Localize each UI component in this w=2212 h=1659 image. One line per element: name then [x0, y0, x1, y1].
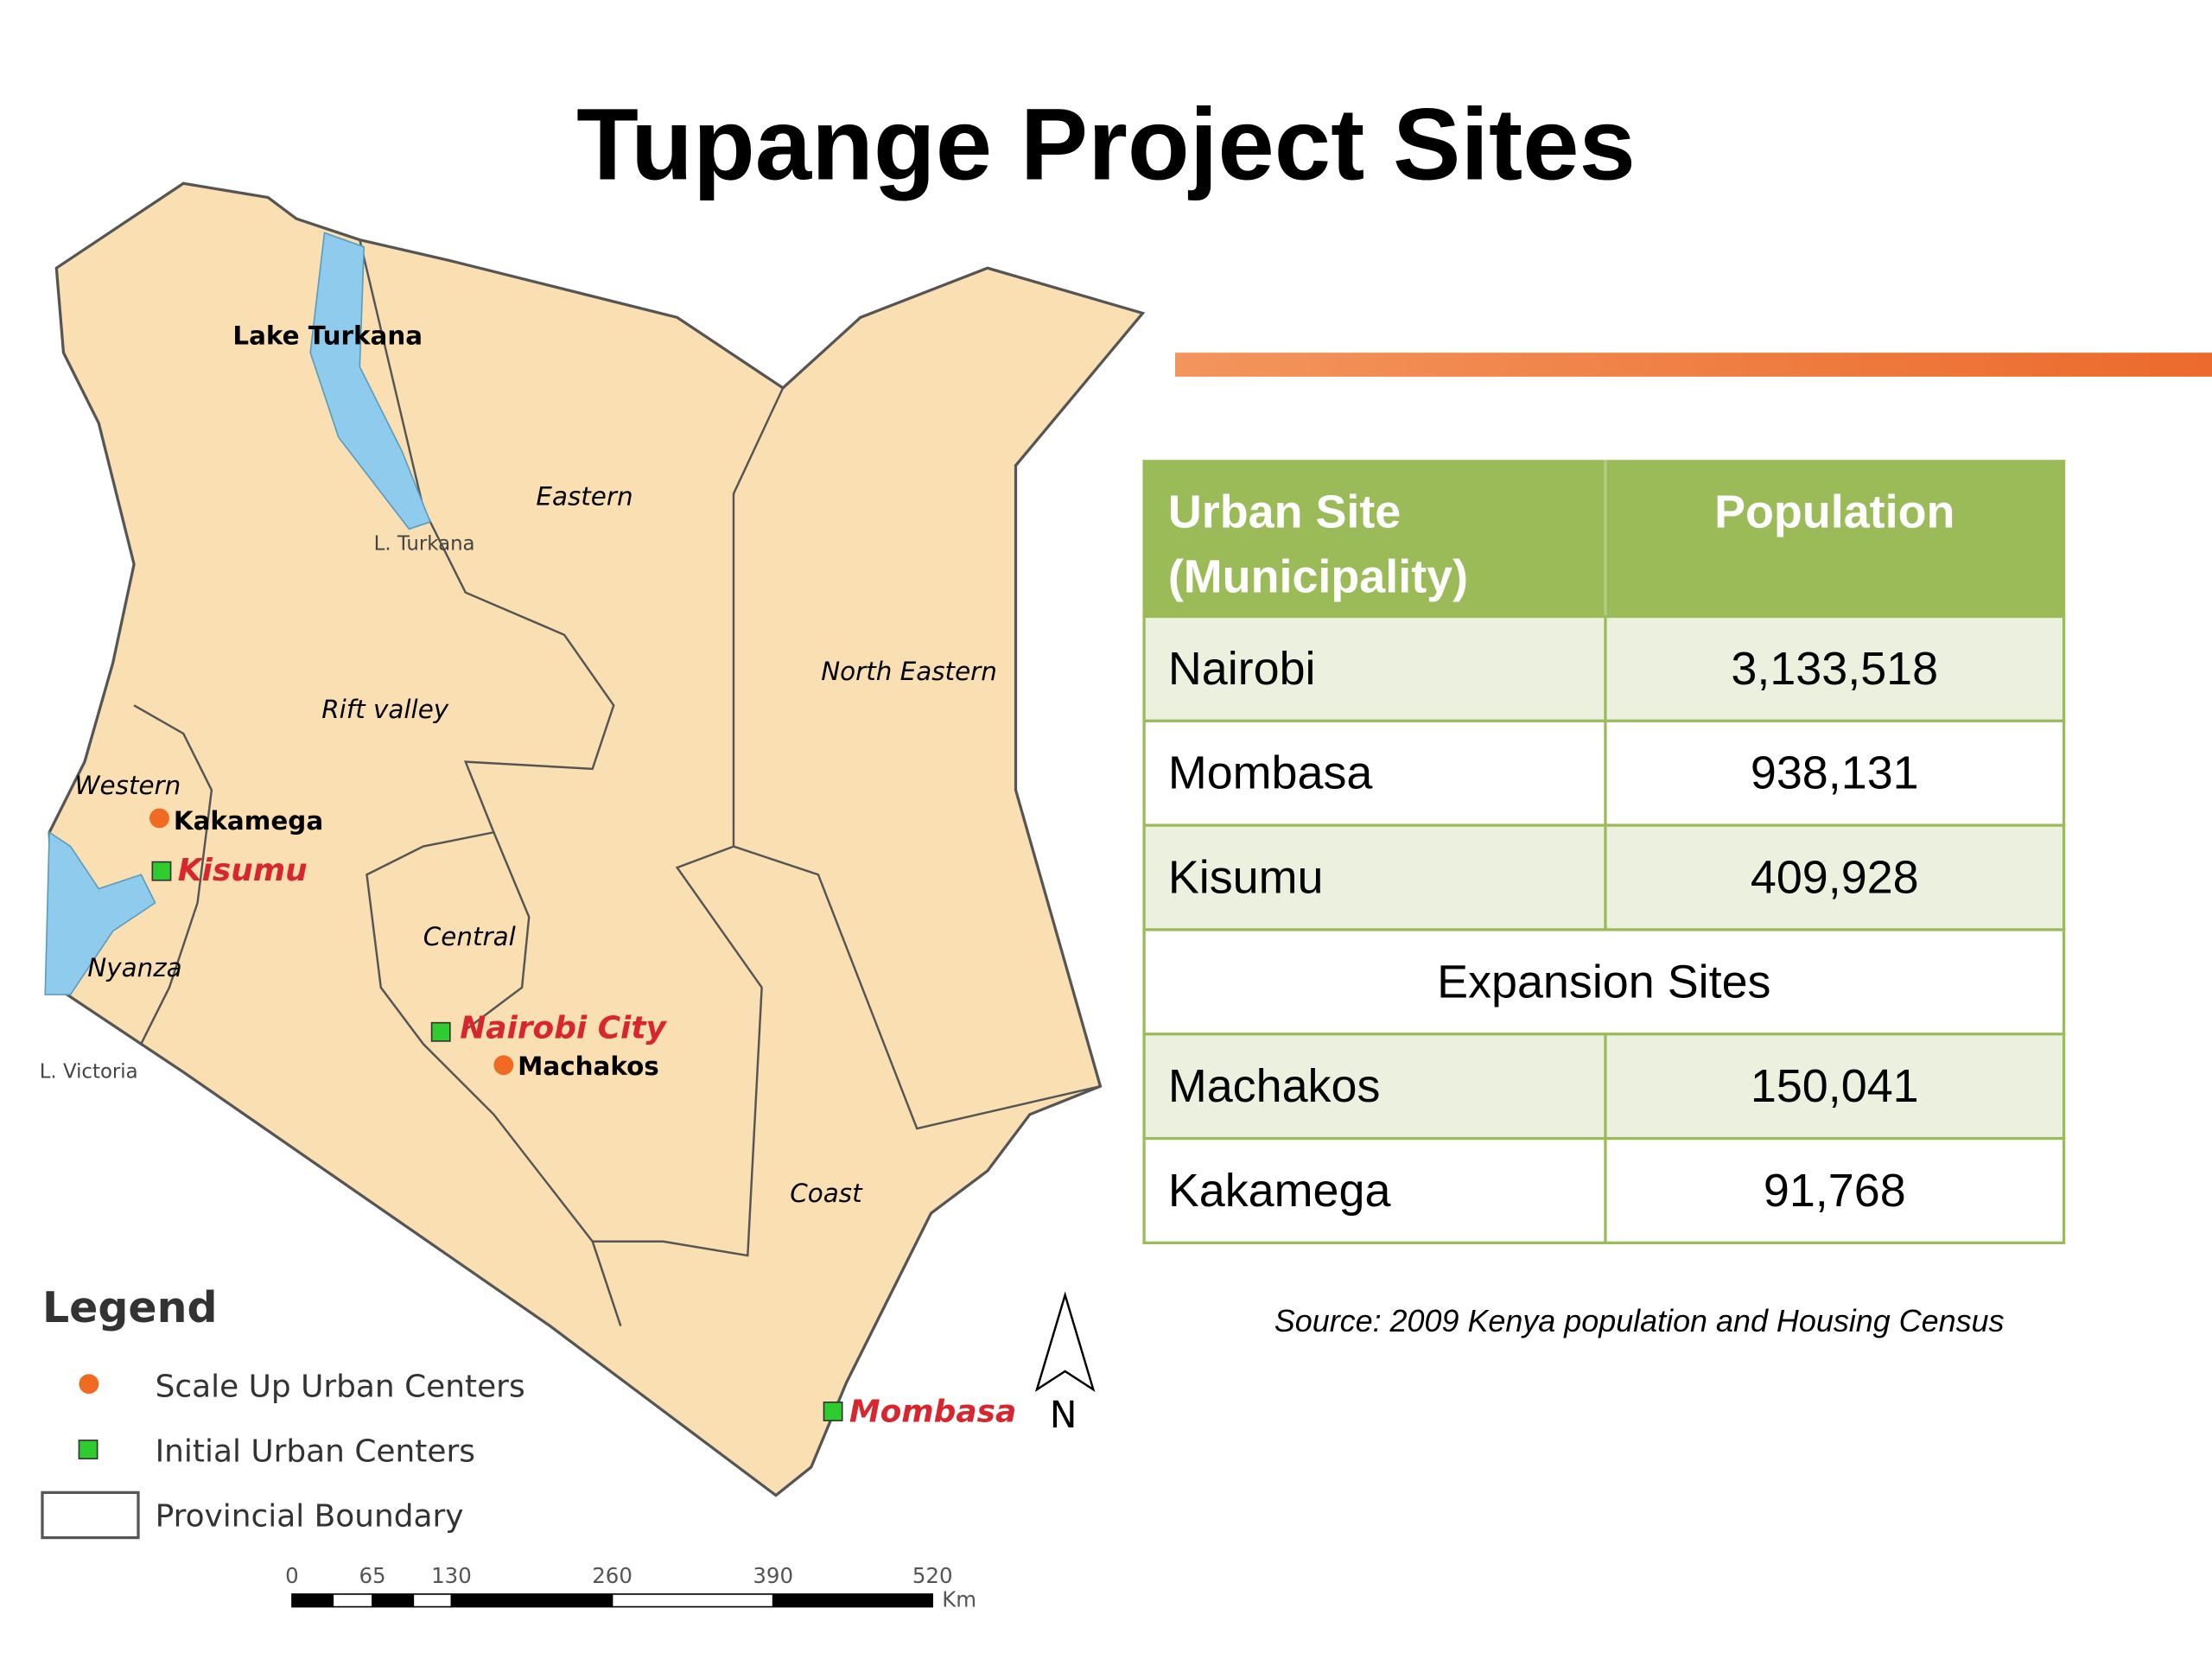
scale-tick: 390 — [753, 1563, 793, 1588]
map-label: Coast — [790, 1179, 863, 1208]
table-cell: Machakos — [1142, 1033, 1607, 1141]
map-label: Mombasa — [849, 1395, 1016, 1430]
map-label: Nairobi City — [460, 1011, 667, 1046]
scale-tick: 130 — [431, 1563, 472, 1588]
scale-tick: 65 — [359, 1563, 385, 1588]
scale-tick: 260 — [592, 1563, 632, 1588]
table-row: Mombasa 938,131 — [1142, 719, 2066, 827]
table-cell: 3,133,518 — [1604, 614, 2066, 722]
accent-bar — [1174, 353, 2212, 377]
map-label: Western — [75, 771, 181, 800]
table-cell: Mombasa — [1142, 719, 1607, 827]
scale-tick: 520 — [912, 1563, 953, 1588]
table-row: Expansion Sites — [1142, 928, 2066, 1036]
province-boundaries — [133, 239, 1101, 1327]
city-marker — [151, 861, 172, 881]
map-label: Lake Turkana — [232, 321, 423, 350]
slide-title: Tupange Project Sites — [576, 88, 1636, 202]
legend-title: Legend — [42, 1283, 218, 1332]
lake-turkana — [309, 232, 432, 531]
population-table: Urban Site (Municipality) Population Nairo… — [1142, 460, 2066, 1244]
map-label: Kisumu — [178, 853, 308, 888]
legend-item: Scale Up Urban Centers — [156, 1369, 525, 1404]
north-label: N — [1050, 1395, 1077, 1437]
legend-symbol — [78, 1440, 99, 1459]
legend-symbol — [79, 1374, 99, 1395]
header-row: Urban Site (Municipality) Population — [1142, 460, 2066, 619]
map-label: Eastern — [536, 481, 632, 511]
map-labels: Lake Turkana L. Turkana Eastern North Ea… — [40, 321, 1017, 1429]
table-cell: 409,928 — [1604, 823, 2066, 931]
scale-tick: 0 — [285, 1563, 299, 1588]
lake-victoria — [44, 830, 156, 995]
table-cell: 938,131 — [1604, 719, 2066, 827]
city-marker — [149, 808, 169, 829]
table-row: Kakamega 91,768 — [1142, 1136, 2066, 1244]
legend-item: Initial Urban Centers — [156, 1433, 475, 1469]
table-cell: 150,041 — [1604, 1033, 2066, 1141]
table-cell: Expansion Sites — [1142, 928, 2066, 1036]
source-note: Source: 2009 Kenya population and Housin… — [1274, 1303, 2005, 1339]
north-arrow — [1034, 1291, 1096, 1393]
table-row: Machakos 150,041 — [1142, 1033, 2066, 1141]
legend-symbol — [41, 1491, 140, 1540]
city-marker — [823, 1402, 843, 1421]
scale-bar — [291, 1593, 933, 1608]
map-label: Machakos — [518, 1052, 659, 1081]
table-cell: Nairobi — [1142, 614, 1607, 722]
kenya-outline — [48, 181, 1146, 1497]
legend-item: Provincial Boundary — [156, 1499, 464, 1535]
map-label: Kakamega — [174, 806, 323, 836]
table-cell: Kisumu — [1142, 823, 1607, 931]
map-label: Nyanza — [87, 953, 181, 982]
map-label: North Eastern — [821, 657, 997, 686]
table-row: Nairobi 3,133,518 — [1142, 614, 2066, 722]
header-cell: Urban Site (Municipality) — [1142, 460, 1607, 619]
table-cell: 91,768 — [1604, 1136, 2066, 1244]
header-cell: Population — [1604, 460, 2066, 619]
map-label: Rift valley — [321, 695, 449, 724]
table-cell: Kakamega — [1142, 1136, 1607, 1244]
map-label: L. Turkana — [374, 533, 475, 556]
table-row: Kisumu 409,928 — [1142, 823, 2066, 931]
scale-unit: Km — [942, 1587, 976, 1612]
city-marker — [430, 1021, 451, 1042]
city-marker — [493, 1055, 514, 1076]
map-label: L. Victoria — [40, 1060, 138, 1083]
map-label: Central — [423, 922, 517, 951]
